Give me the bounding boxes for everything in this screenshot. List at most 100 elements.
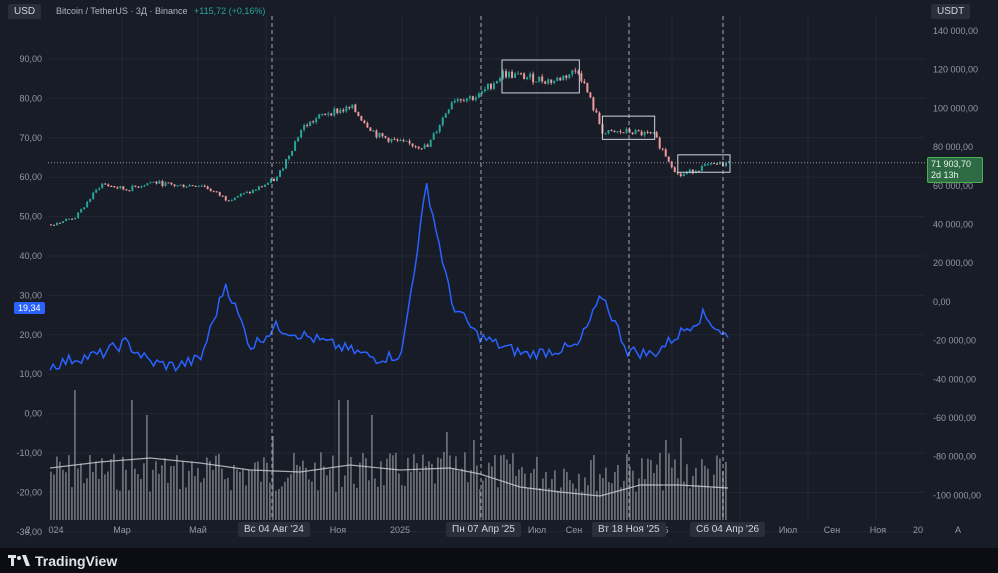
volume-bar — [338, 400, 340, 520]
candle-body — [230, 199, 233, 201]
candle-body — [125, 189, 128, 191]
volume-bar — [164, 458, 166, 520]
volume-bar — [524, 473, 526, 520]
right-axis-tick-label: -40 000,00 — [933, 374, 976, 384]
volume-bar — [725, 462, 727, 520]
volume-bar — [395, 452, 397, 520]
candle-body — [408, 140, 411, 144]
candle-body — [465, 98, 468, 102]
symbol-legend[interactable]: Bitcoin / TetherUS · 3Д · Binance +115,7… — [56, 6, 265, 16]
volume-bar — [104, 474, 106, 520]
candle-body — [453, 100, 456, 103]
candle-body — [327, 113, 330, 115]
volume-bar — [542, 478, 544, 520]
candle-body — [544, 81, 547, 84]
highlighted-date-3: Вт 18 Ноя '25 — [592, 522, 666, 537]
candle-body — [574, 70, 577, 72]
left-axis-tick-label: 20,00 — [19, 330, 42, 340]
candle-body — [444, 113, 447, 118]
volume-bar — [245, 485, 247, 520]
candle-body — [146, 183, 149, 186]
right-axis-tick-label: 140 000,00 — [933, 26, 978, 36]
candle-body — [227, 200, 230, 202]
candle-body — [486, 83, 489, 90]
volume-bar — [329, 469, 331, 520]
candle-body — [468, 96, 471, 99]
volume-bar — [446, 432, 448, 520]
candle-body — [245, 191, 248, 193]
volume-bar — [242, 469, 244, 520]
right-axis-tick-label: 100 000,00 — [933, 103, 978, 113]
candle-body — [685, 172, 688, 175]
volume-bar — [206, 457, 208, 520]
candle-body — [119, 186, 122, 189]
right-axis-tick-label: 80 000,00 — [933, 142, 973, 152]
right-axis-unit[interactable]: USDT — [931, 4, 971, 19]
left-axis-unit[interactable]: USD — [8, 4, 42, 19]
brand-name: TradingView — [35, 553, 118, 569]
candle-body — [511, 71, 514, 78]
volume-bar — [353, 483, 355, 520]
volume-bar — [494, 455, 496, 520]
volume-bar — [626, 454, 628, 520]
candle-body — [664, 149, 667, 157]
candle-body — [254, 189, 257, 191]
volume-bar — [161, 465, 163, 520]
volume-bar — [413, 454, 415, 520]
candle-body — [158, 180, 161, 184]
volume-bar — [299, 466, 301, 520]
candle-body — [80, 209, 83, 213]
volume-bar — [257, 461, 259, 520]
volume-bar — [560, 487, 562, 520]
candle-body — [239, 193, 242, 197]
candle-body — [173, 184, 176, 187]
candle-body — [333, 108, 336, 116]
volume-bar — [326, 475, 328, 520]
volume-bar — [230, 490, 232, 520]
candle-body — [586, 83, 589, 93]
candle-body — [535, 81, 538, 83]
candle-body — [345, 106, 348, 112]
volume-bar — [554, 470, 556, 520]
candle-body — [724, 162, 727, 166]
candle-body — [303, 125, 306, 130]
volume-bar — [596, 490, 598, 520]
candle-body — [420, 148, 423, 150]
candle-body — [550, 79, 553, 83]
chart-canvas[interactable]: 90,0080,0070,0060,0050,0040,0030,0020,00… — [0, 0, 998, 548]
volume-average-line — [49, 457, 729, 497]
volume-bar — [590, 460, 592, 520]
candle-body — [351, 104, 354, 109]
volume-bar — [695, 467, 697, 520]
volume-bar — [383, 485, 385, 520]
volume-bar — [632, 470, 634, 520]
volume-bar — [350, 457, 352, 520]
candle-body — [318, 114, 321, 119]
volume-bar — [290, 474, 292, 520]
candle-body — [330, 113, 333, 116]
candle-body — [655, 132, 658, 138]
volume-bar — [134, 468, 136, 520]
candle-body — [143, 185, 146, 187]
candle-body — [116, 187, 119, 189]
candle-body — [83, 207, 86, 210]
volume-bar — [719, 458, 721, 520]
tradingview-logo[interactable]: TradingView — [8, 553, 117, 569]
candle-body — [679, 173, 682, 177]
candle-body — [50, 224, 52, 226]
volume-bar — [83, 483, 85, 520]
tradingview-logo-icon — [8, 555, 30, 566]
volume-bar — [179, 489, 181, 520]
volume-bar — [305, 467, 307, 520]
candle-body — [387, 137, 390, 142]
candle-body — [607, 130, 610, 134]
candle-body — [634, 130, 637, 135]
candle-body — [200, 185, 203, 187]
volume-bar — [197, 468, 199, 520]
footer-bar — [0, 548, 998, 573]
x-axis-tick-label: Сен — [824, 525, 841, 535]
current-price: 71 903,70 — [931, 159, 972, 169]
candle-body — [266, 182, 269, 185]
volume-bar — [485, 477, 487, 520]
volume-bar — [260, 481, 262, 520]
